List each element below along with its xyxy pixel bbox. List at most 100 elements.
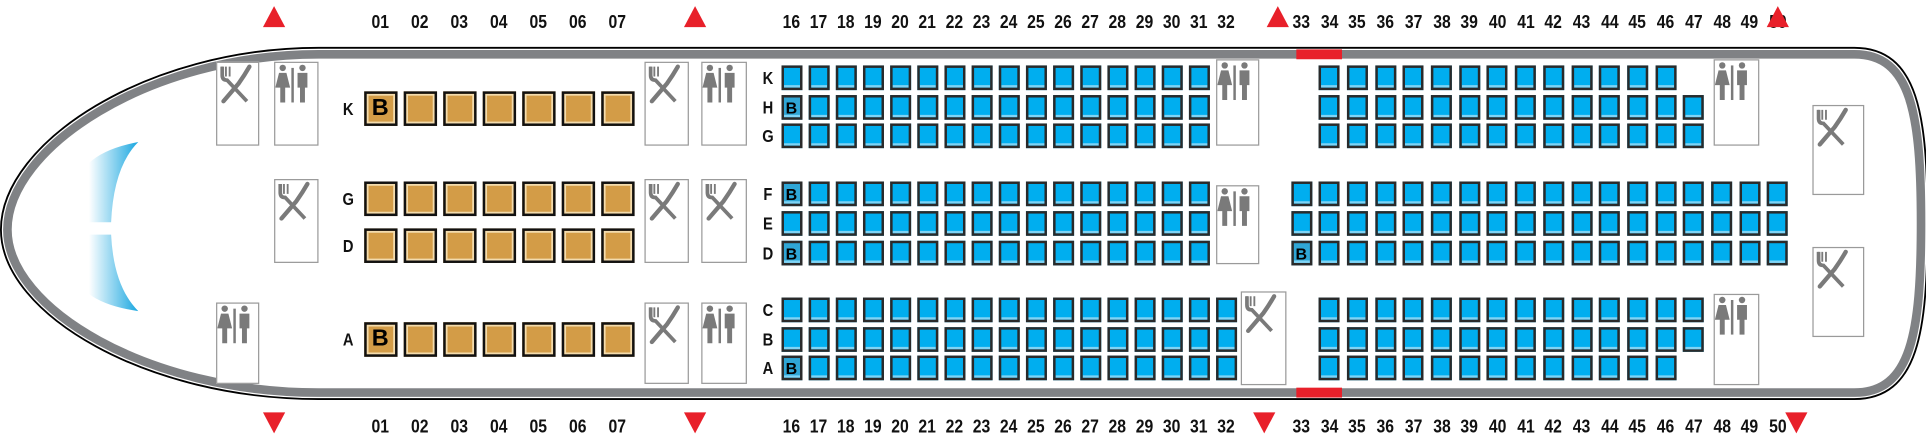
seat-37[interactable] — [1402, 297, 1424, 323]
seat-16C[interactable] — [780, 297, 802, 323]
seat-25C[interactable] — [1025, 297, 1047, 323]
seat-25B[interactable] — [1025, 327, 1047, 352]
seat-26C[interactable] — [1052, 297, 1074, 323]
seat-28G[interactable] — [1106, 123, 1128, 149]
seat-43[interactable] — [1571, 123, 1593, 149]
seat-25H[interactable] — [1025, 95, 1047, 120]
seat-43[interactable] — [1571, 65, 1593, 91]
seat-41[interactable] — [1514, 240, 1536, 266]
seat-45[interactable] — [1627, 211, 1649, 236]
seat-32C[interactable] — [1215, 297, 1237, 323]
seat-18E[interactable] — [835, 211, 857, 236]
seat-29F[interactable] — [1133, 181, 1155, 207]
seat-04K[interactable] — [482, 91, 516, 126]
seat-20G[interactable] — [889, 123, 911, 149]
seat-02D[interactable] — [403, 228, 437, 263]
seat-24G[interactable] — [998, 123, 1020, 149]
seat-22C[interactable] — [943, 297, 965, 323]
seat-29C[interactable] — [1133, 297, 1155, 323]
seat-44[interactable] — [1599, 123, 1621, 149]
seat-23C[interactable] — [971, 297, 993, 323]
seat-04G[interactable] — [482, 181, 516, 217]
seat-17G[interactable] — [808, 123, 830, 149]
seat-29H[interactable] — [1133, 95, 1155, 120]
seat-02K[interactable] — [403, 91, 437, 126]
seat-19H[interactable] — [862, 95, 884, 120]
seat-03G[interactable] — [442, 181, 476, 217]
seat-06G[interactable] — [561, 181, 595, 217]
seat-28E[interactable] — [1106, 211, 1128, 236]
seat-34[interactable] — [1318, 297, 1340, 323]
seat-46[interactable] — [1655, 211, 1677, 236]
seat-45[interactable] — [1627, 123, 1649, 149]
seat-36[interactable] — [1374, 240, 1396, 266]
seat-47[interactable] — [1683, 327, 1705, 352]
seat-45[interactable] — [1627, 65, 1649, 91]
seat-26G[interactable] — [1052, 123, 1074, 149]
seat-38[interactable] — [1430, 181, 1452, 207]
seat-04D[interactable] — [482, 228, 516, 263]
seat-26K[interactable] — [1052, 65, 1074, 91]
seat-24C[interactable] — [998, 297, 1020, 323]
seat-37[interactable] — [1402, 327, 1424, 352]
seat-26F[interactable] — [1052, 181, 1074, 207]
seat-16E[interactable] — [780, 211, 802, 236]
seat-04A[interactable] — [482, 322, 516, 357]
seat-19A[interactable] — [862, 355, 884, 381]
seat-41[interactable] — [1514, 65, 1536, 91]
seat-01G[interactable] — [363, 181, 397, 217]
seat-22D[interactable] — [943, 240, 965, 266]
seat-42[interactable] — [1542, 65, 1564, 91]
seat-43[interactable] — [1571, 181, 1593, 207]
seat-41[interactable] — [1514, 95, 1536, 120]
seat-21D[interactable] — [916, 240, 938, 266]
seat-30C[interactable] — [1161, 297, 1183, 323]
seat-45[interactable] — [1627, 355, 1649, 381]
seat-27C[interactable] — [1079, 297, 1101, 323]
seat-45[interactable] — [1627, 327, 1649, 352]
seat-46[interactable] — [1655, 297, 1677, 323]
seat-40[interactable] — [1486, 123, 1508, 149]
seat-44[interactable] — [1599, 211, 1621, 236]
seat-31A[interactable] — [1188, 355, 1210, 381]
seat-27B[interactable] — [1079, 327, 1101, 352]
seat-39[interactable] — [1458, 297, 1480, 323]
seat-22G[interactable] — [943, 123, 965, 149]
seat-36[interactable] — [1374, 65, 1396, 91]
seat-38[interactable] — [1430, 297, 1452, 323]
seat-26A[interactable] — [1052, 355, 1074, 381]
seat-05D[interactable] — [521, 228, 555, 263]
seat-23A[interactable] — [971, 355, 993, 381]
seat-30D[interactable] — [1161, 240, 1183, 266]
seat-25A[interactable] — [1025, 355, 1047, 381]
seat-26B[interactable] — [1052, 327, 1074, 352]
seat-16G[interactable] — [780, 123, 802, 149]
seat-36[interactable] — [1374, 327, 1396, 352]
seat-19D[interactable] — [862, 240, 884, 266]
seat-07A[interactable] — [600, 322, 634, 357]
seat-50[interactable] — [1767, 211, 1789, 236]
seat-42[interactable] — [1542, 297, 1564, 323]
seat-30A[interactable] — [1161, 355, 1183, 381]
seat-26H[interactable] — [1052, 95, 1074, 120]
seat-29E[interactable] — [1133, 211, 1155, 236]
seat-46[interactable] — [1655, 65, 1677, 91]
seat-21B[interactable] — [916, 327, 938, 352]
seat-19C[interactable] — [862, 297, 884, 323]
seat-46[interactable] — [1655, 123, 1677, 149]
seat-17E[interactable] — [808, 211, 830, 236]
seat-39[interactable] — [1458, 211, 1480, 236]
seat-29D[interactable] — [1133, 240, 1155, 266]
seat-42[interactable] — [1542, 95, 1564, 120]
seat-47[interactable] — [1683, 123, 1705, 149]
seat-42[interactable] — [1542, 240, 1564, 266]
seat-44[interactable] — [1599, 95, 1621, 120]
seat-41[interactable] — [1514, 181, 1536, 207]
seat-21H[interactable] — [916, 95, 938, 120]
seat-38[interactable] — [1430, 355, 1452, 381]
seat-31K[interactable] — [1188, 65, 1210, 91]
seat-18H[interactable] — [835, 95, 857, 120]
seat-23E[interactable] — [971, 211, 993, 236]
seat-16H[interactable]: B — [780, 95, 802, 120]
seat-40[interactable] — [1486, 65, 1508, 91]
